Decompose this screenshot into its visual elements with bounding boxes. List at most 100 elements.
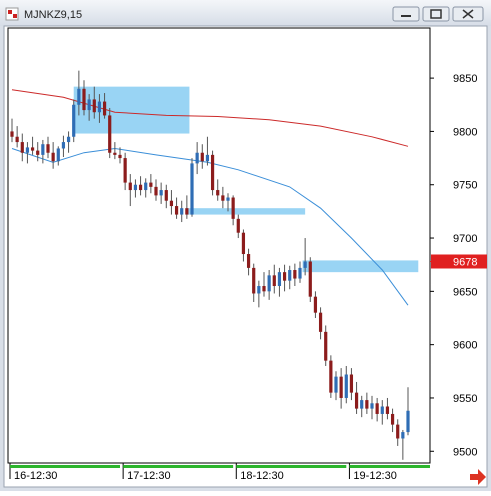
candle-body <box>154 186 158 196</box>
candle-body <box>41 144 45 155</box>
candle-body <box>185 208 189 215</box>
candle-body <box>344 374 348 398</box>
candle-body <box>272 275 276 287</box>
candle-body <box>396 424 400 439</box>
candle-body <box>267 275 271 292</box>
candle-body <box>354 392 359 409</box>
maximize-button[interactable] <box>422 6 450 22</box>
candle-body <box>293 270 297 279</box>
last-price-label: 9678 <box>453 256 477 268</box>
candle-body <box>159 190 163 196</box>
candle-body <box>144 182 148 191</box>
candle-body <box>128 182 132 191</box>
candle-body <box>401 432 405 439</box>
x-tick-label: 19-12:30 <box>353 470 396 482</box>
candle-body <box>236 218 240 233</box>
candle-body <box>10 131 14 137</box>
candle-body <box>180 208 184 215</box>
candle-body <box>241 232 246 255</box>
candle-body <box>108 115 112 153</box>
candle-body <box>313 296 318 313</box>
candle-body <box>82 88 86 111</box>
candle-body <box>66 136 71 143</box>
period-bar <box>349 465 430 468</box>
candle-body <box>360 400 364 409</box>
candle-body <box>87 99 91 111</box>
candle-body <box>257 286 261 294</box>
candle-body <box>303 261 307 268</box>
candle-body <box>262 286 266 292</box>
candle-body <box>149 182 153 187</box>
candle-body <box>138 184 143 191</box>
candle-body <box>406 410 410 433</box>
candle-body <box>349 374 354 393</box>
candle-body <box>210 154 215 191</box>
window-icon <box>5 7 19 21</box>
window-title: MJNKZ9,15 <box>24 9 82 21</box>
candle-body <box>15 136 19 143</box>
y-tick-label: 9500 <box>453 446 477 458</box>
candle-body <box>190 163 194 215</box>
candle-body <box>334 376 338 393</box>
candle-body <box>205 154 210 162</box>
candle-body <box>221 195 225 201</box>
candle-body <box>385 406 390 414</box>
candle-body <box>246 254 251 268</box>
candle-body <box>102 101 107 116</box>
candle-body <box>46 144 50 153</box>
candle-body <box>164 190 168 201</box>
candle-body <box>72 104 76 137</box>
candle-body <box>365 400 369 409</box>
y-tick-label: 9800 <box>453 126 477 138</box>
candle-body <box>390 413 395 425</box>
x-tick-label: 18-12:30 <box>240 470 283 482</box>
minimize-button[interactable] <box>392 6 420 22</box>
period-bar <box>236 465 347 468</box>
candle-body <box>113 152 117 155</box>
moving-average <box>11 147 409 306</box>
candle-body <box>169 200 174 207</box>
candle-body <box>200 152 204 162</box>
y-tick-label: 9850 <box>453 73 477 85</box>
candle-body <box>277 272 282 287</box>
x-tick-label: 16-12:30 <box>14 470 57 482</box>
candle-body <box>30 147 35 151</box>
candle-body <box>36 150 40 155</box>
candle-body <box>370 403 374 409</box>
candle-body <box>282 272 287 281</box>
y-tick-label: 9550 <box>453 393 477 405</box>
candle-body <box>51 152 55 162</box>
candle-body <box>97 101 102 113</box>
candle-body <box>77 88 81 105</box>
period-bar <box>10 465 120 468</box>
scroll-arrow[interactable] <box>470 469 486 485</box>
candle-body <box>329 360 333 393</box>
candle-body <box>56 148 60 162</box>
candle-body <box>61 142 66 149</box>
candle-body <box>174 206 179 215</box>
last-price-box <box>431 254 487 269</box>
y-tick-label: 9700 <box>453 233 477 245</box>
candle-body <box>216 190 220 196</box>
candle-body <box>226 197 230 201</box>
period-bar <box>123 465 234 468</box>
close-button[interactable] <box>452 6 484 22</box>
candle-body <box>195 152 199 164</box>
candle-body <box>380 406 384 414</box>
candle-body <box>252 267 256 294</box>
candle-body <box>375 403 379 414</box>
candle-body <box>123 158 127 183</box>
candle-body <box>318 312 323 332</box>
y-tick-label: 9650 <box>453 286 477 298</box>
zone <box>302 260 419 273</box>
candle-body <box>308 261 312 297</box>
candle-body <box>25 147 30 153</box>
plot: 9500 9550 9600 9650 9700 9750 9800 9850 16-12:30… <box>9 70 487 482</box>
candle-body <box>324 331 328 361</box>
candle-body <box>92 99 96 113</box>
candle-body <box>118 154 122 159</box>
candle-body <box>298 267 302 279</box>
zone <box>186 208 306 215</box>
moving-average <box>11 89 409 147</box>
